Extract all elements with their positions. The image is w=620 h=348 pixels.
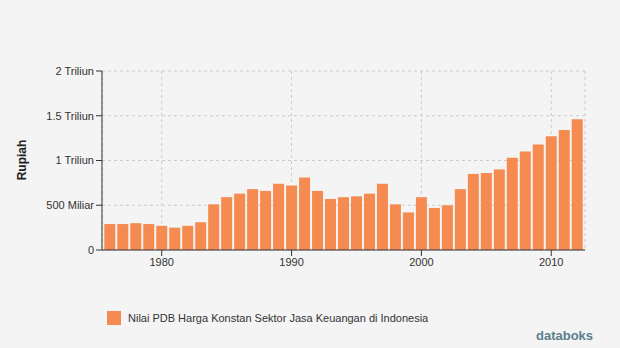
svg-text:1 Triliun: 1 Triliun <box>55 154 94 166</box>
html-text:Rupiah: Rupiah <box>15 139 29 181</box>
svg-text:1990: 1990 <box>279 256 303 268</box>
html-text:Nilai PDB Harga Konstan Sektor: Nilai PDB Harga Konstan Sektor Jasa Keua… <box>128 312 429 324</box>
html-text:databoks: databoks <box>536 328 594 343</box>
svg-text:2000: 2000 <box>409 256 433 268</box>
svg-text:500 Miliar: 500 Miliar <box>46 199 94 211</box>
svg-text:1.5 Triliun: 1.5 Triliun <box>46 110 94 122</box>
svg-text:2010: 2010 <box>539 256 563 268</box>
svg-text:0: 0 <box>88 244 94 256</box>
svg-text:1980: 1980 <box>149 256 173 268</box>
svg-text:2 Triliun: 2 Triliun <box>55 65 94 77</box>
